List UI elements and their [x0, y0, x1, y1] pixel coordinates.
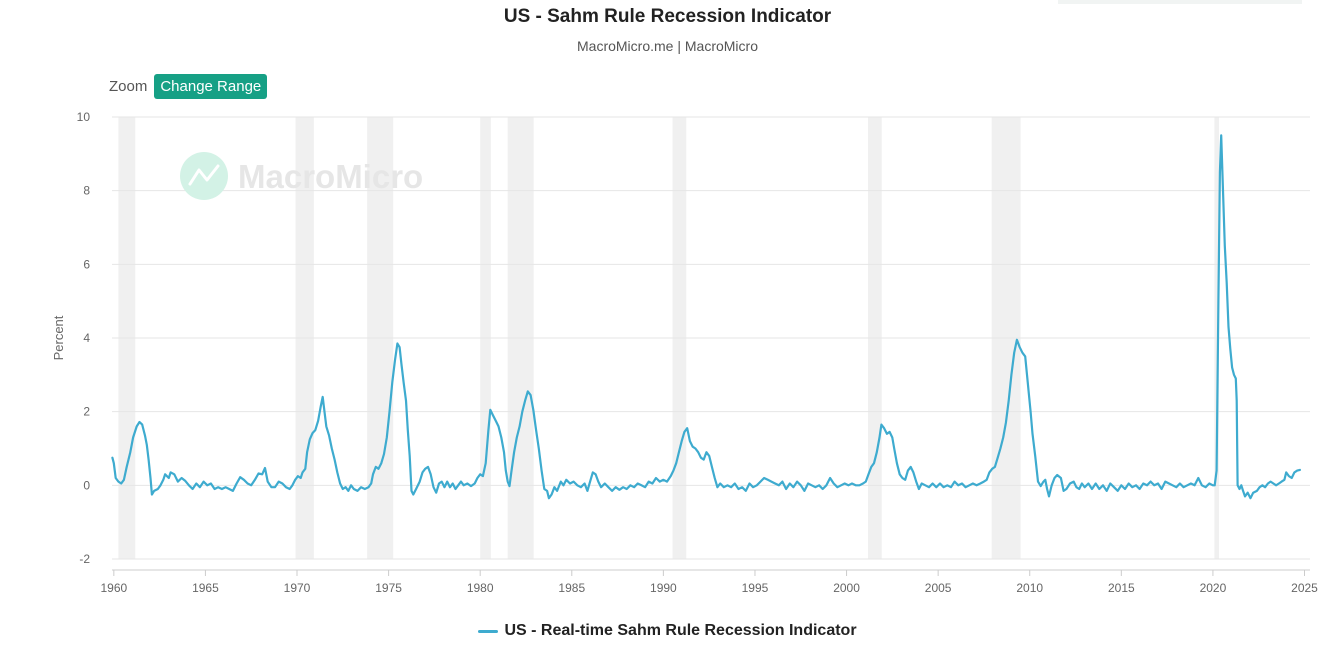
series-line[interactable] [111, 134, 1302, 500]
legend-item[interactable]: US - Real-time Sahm Rule Recession Indic… [0, 622, 1335, 640]
zoom-label: Zoom [109, 78, 148, 95]
x-tick-label: 1965 [192, 581, 219, 595]
grid-lines [112, 116, 1310, 560]
y-tick-label: -2 [79, 552, 90, 566]
change-range-button[interactable]: Change Range [154, 74, 268, 99]
y-tick-label: 2 [83, 405, 90, 419]
x-tick-label: 1975 [375, 581, 402, 595]
x-tick-label: 1960 [100, 581, 127, 595]
y-tick-label: 0 [83, 478, 90, 492]
chart-subtitle: MacroMicro.me | MacroMicro [577, 38, 758, 54]
x-tick-label: 1980 [467, 581, 494, 595]
watermark-text: MacroMicro [238, 158, 423, 195]
x-tick-label: 2000 [833, 581, 860, 595]
x-tick-label: 2005 [925, 581, 952, 595]
watermark: MacroMicro [180, 152, 423, 200]
top-decoration-bar [1058, 0, 1302, 4]
x-tick-label: 2015 [1108, 581, 1135, 595]
y-tick-label: 8 [83, 184, 90, 198]
x-tick-label: 1995 [742, 581, 769, 595]
y-tick-label: 10 [77, 110, 91, 124]
watermark-logo-mark-icon [188, 164, 220, 186]
x-tick-label: 2025 [1291, 581, 1318, 595]
x-tick-label: 2020 [1200, 581, 1227, 595]
y-tick-label: 6 [83, 257, 90, 271]
x-tick-label: 1970 [284, 581, 311, 595]
y-axis-title: Percent [51, 315, 66, 360]
x-tick-label: 2010 [1016, 581, 1043, 595]
x-tick-label: 1985 [558, 581, 585, 595]
zoom-controls: Zoom Change Range [109, 74, 268, 99]
axes: -2 0 2 4 6 8 10 1960 1965 1970 1975 1980 1985 1990 199… [77, 110, 1319, 595]
legend-line-icon [478, 629, 499, 633]
x-tick-label: 1990 [650, 581, 677, 595]
chart-title: US - Sahm Rule Recession Indicator [503, 6, 832, 27]
y-tick-label: 4 [83, 331, 90, 345]
series-layer [111, 134, 1302, 500]
legend-label: US - Real-time Sahm Rule Recession Indic… [504, 622, 857, 639]
